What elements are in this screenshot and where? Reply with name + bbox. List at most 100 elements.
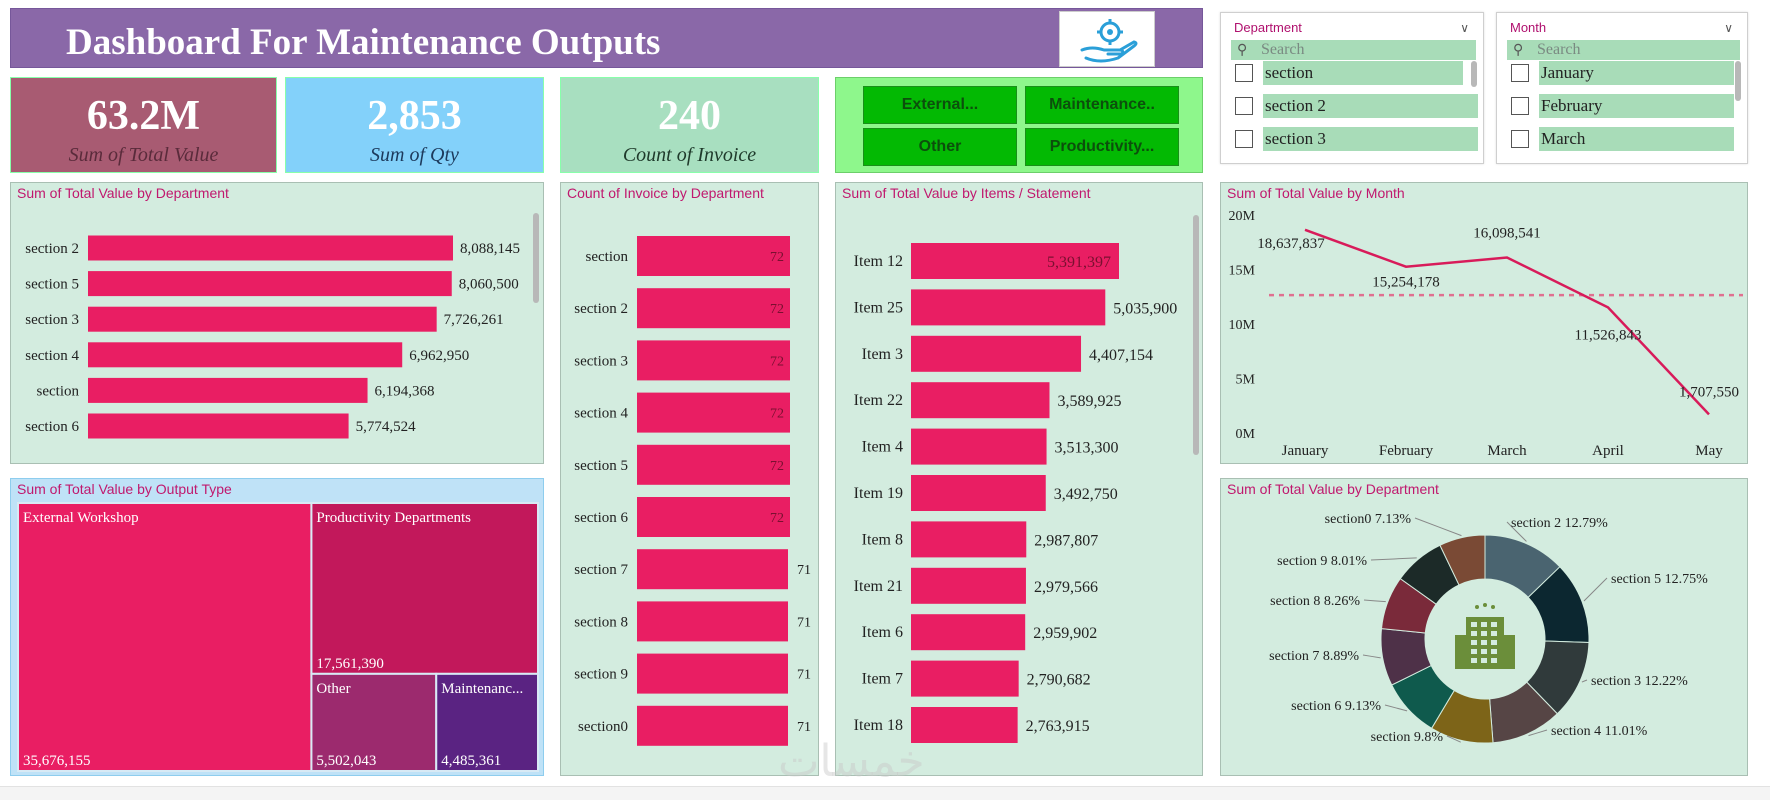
category-label: Item 6 [862,624,903,641]
data-label: 2,987,807 [1034,532,1098,549]
bar [911,382,1050,419]
kpi-total-value: 63.2M Sum of Total Value [10,77,277,173]
data-label: 72 [770,407,784,422]
category-label: section 2 [574,301,628,317]
dept-value-panel: Sum of Total Value by Department section… [10,182,544,464]
y-tick-label: 0M [1236,427,1256,442]
page-title: Dashboard For Maintenance Outputs [66,22,661,63]
data-label: 71 [797,615,811,630]
dept-value-chart: section 2 8,088,145 section 5 8,060,500 sect… [25,235,520,439]
leader-line [1583,577,1608,602]
leader-line [1506,521,1527,542]
checkbox[interactable] [1235,97,1253,115]
filter-button-external[interactable]: External... [863,86,1017,124]
items-value-chart: Item 12 5,391,397 Item 25 5,035,900 Item 3 4,… [854,243,1177,743]
filter-button-maintenance[interactable]: Maintenance.. [1025,86,1179,124]
bar [637,705,788,746]
checkbox[interactable] [1511,130,1529,148]
data-label: 71 [797,720,811,735]
leader-line [1363,599,1386,603]
category-label: section 2 [25,241,79,257]
category-label: Item 25 [854,299,903,316]
bar [911,289,1106,326]
bar [911,660,1019,697]
items-value-panel: Sum of Total Value by Items / Statement … [835,182,1203,776]
y-tick-label: 5M [1236,373,1256,388]
invoice-count-panel: Count of Invoice by Department section 72… [560,182,819,776]
category-label: section 3 [574,353,628,369]
bar [637,392,790,433]
treemap-tile [435,672,539,773]
leader-line [1362,654,1381,659]
leader-line [1528,729,1548,737]
data-label: 72 [770,511,784,526]
leader-line [1384,704,1408,712]
kpi-value: 2,853 [367,93,462,139]
category-label: section 5 [574,458,628,474]
search-placeholder: Search [1261,41,1305,58]
bar [88,306,437,332]
slice-label: section 9.8% [1371,730,1444,745]
filter-button-productivity[interactable]: Productivity... [1025,128,1179,166]
x-tick-label: May [1695,443,1723,459]
slice-label: section 8 8.26% [1270,594,1360,609]
data-label: 6,962,950 [409,348,469,364]
leader-line [1446,735,1461,743]
chart-title: Count of Invoice by Department [567,185,764,201]
month-value-panel: Sum of Total Value by Month 0M 5M 10M 15M 20… [1220,182,1748,464]
chart-title: Sum of Total Value by Department [1227,481,1439,497]
data-label: 3,492,750 [1054,486,1118,503]
slice-label: section 6 9.13% [1291,699,1381,714]
slice-label: section 5 12.75% [1611,572,1708,587]
slicer-search-input[interactable]: ⚲ Search [1507,40,1740,60]
data-label: 5,035,900 [1113,300,1177,317]
checkbox[interactable] [1511,97,1529,115]
category-label: section 3 [25,312,79,328]
tile-label: External Workshop [23,510,139,526]
slicer-title: Department [1234,20,1302,35]
category-label: Item 21 [854,578,903,595]
chart-title: Sum of Total Value by Output Type [17,481,232,497]
chart-title: Sum of Total Value by Items / Statement [842,185,1091,201]
treemap-tile [17,502,313,772]
bar [911,614,1026,651]
scrollbar[interactable] [1471,61,1477,87]
data-label: 2,979,566 [1034,579,1098,596]
kpi-label: Sum of Total Value [68,144,219,166]
data-label: 2,763,915 [1026,718,1090,735]
x-tick-label: February [1379,443,1434,459]
data-label: 71 [797,563,811,578]
scrollbar[interactable] [1193,215,1199,455]
data-label: 7,726,261 [444,312,504,328]
checkbox[interactable] [1511,64,1529,82]
treemap-tile [310,672,438,773]
category-label: section 8 [574,614,628,630]
bar [637,549,788,590]
chevron-down-icon[interactable]: ∨ [1460,21,1469,35]
filter-button-other[interactable]: Other [863,128,1017,166]
x-tick-label: March [1487,443,1527,459]
bar [637,236,790,276]
leader-line [1414,517,1462,537]
scrollbar[interactable] [1735,61,1741,101]
category-label: Item 18 [854,717,903,734]
treemap-tile [310,502,539,675]
tile-value: 4,485,361 [441,753,501,769]
kpi-qty: 2,853 Sum of Qty [285,77,544,173]
category-label: section 9 [574,667,628,683]
scrollbar[interactable] [533,213,539,303]
bar [637,288,790,329]
bar [911,567,1026,604]
checkbox[interactable] [1235,130,1253,148]
output-type-treemap: External Workshop 35,676,155 Productivity … [17,502,539,773]
slicer-search-input[interactable]: ⚲ Search [1231,40,1476,60]
data-label: 1,707,550 [1679,384,1739,400]
category-label: section 6 [574,510,628,526]
checkbox[interactable] [1235,64,1253,82]
data-label: 6,194,368 [375,383,435,399]
chevron-down-icon[interactable]: ∨ [1724,21,1733,35]
slice-label: section 3 12.22% [1591,674,1688,689]
category-label: section 4 [25,348,79,364]
data-label: 8,088,145 [460,241,520,257]
bar [637,340,790,381]
